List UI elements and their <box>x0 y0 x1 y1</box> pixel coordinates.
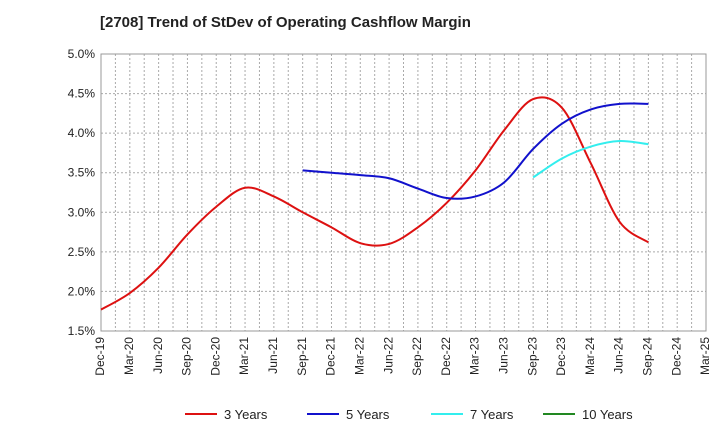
series-lines <box>100 96 649 311</box>
y-tick-label: 3.0% <box>68 205 96 219</box>
x-tick-label: Jun-21 <box>266 337 280 374</box>
x-tick-label: Jun-24 <box>612 337 626 374</box>
x-tick-label: Mar-20 <box>122 337 136 375</box>
x-tick-label: Dec-21 <box>324 337 338 376</box>
x-tick-label: Sep-24 <box>641 337 655 376</box>
legend: 3 Years 5 Years 7 Years 10 Years <box>185 407 633 422</box>
y-tick-label: 4.5% <box>68 87 96 101</box>
x-tick-label: Sep-21 <box>295 337 309 376</box>
plot-area-border <box>100 53 707 332</box>
x-tick-label: Dec-22 <box>439 337 453 376</box>
x-tick-label: Mar-24 <box>583 337 597 375</box>
y-tick-label: 4.0% <box>68 126 96 140</box>
y-tick-label: 5.0% <box>68 47 96 61</box>
series-line-3-years <box>100 96 649 311</box>
x-tick-label: Dec-23 <box>554 337 568 376</box>
y-tick-label: 2.5% <box>68 245 96 259</box>
y-tick-label: 3.5% <box>68 166 96 180</box>
legend-label-3-years: 3 Years <box>224 407 268 422</box>
x-tick-label: Dec-20 <box>208 337 222 376</box>
x-tick-label: Mar-23 <box>468 337 482 375</box>
x-tick-label: Sep-22 <box>410 337 424 376</box>
y-tick-label: 2.0% <box>68 284 96 298</box>
x-tick-label: Dec-19 <box>93 337 107 376</box>
chart-title: [2708] Trend of StDev of Operating Cashf… <box>100 14 471 31</box>
x-tick-label: Jun-20 <box>151 337 165 374</box>
x-tick-label: Mar-21 <box>237 337 251 375</box>
x-tick-label: Sep-20 <box>180 337 194 376</box>
x-tick-label: Sep-23 <box>525 337 539 376</box>
legend-label-5-years: 5 Years <box>346 407 390 422</box>
series-line-5-years <box>302 102 649 200</box>
x-tick-label: Jun-22 <box>381 337 395 374</box>
x-tick-label: Mar-22 <box>352 337 366 375</box>
y-tick-label: 1.5% <box>68 324 96 338</box>
x-tick-label: Jun-23 <box>497 337 511 374</box>
y-axis-ticks: 1.5% 2.0% 2.5% 3.0% 3.5% 4.0% 4.5% 5.0% <box>68 47 96 338</box>
series-line-7-years <box>532 140 649 179</box>
x-tick-label: Mar-25 <box>698 337 712 375</box>
x-axis-ticks: Dec-19 Mar-20 Jun-20 Sep-20 Dec-20 Mar-21 Jun-… <box>93 337 712 376</box>
legend-label-10-years: 10 Years <box>582 407 633 422</box>
x-tick-label: Dec-24 <box>669 337 683 376</box>
legend-label-7-years: 7 Years <box>470 407 514 422</box>
grid <box>101 54 706 331</box>
